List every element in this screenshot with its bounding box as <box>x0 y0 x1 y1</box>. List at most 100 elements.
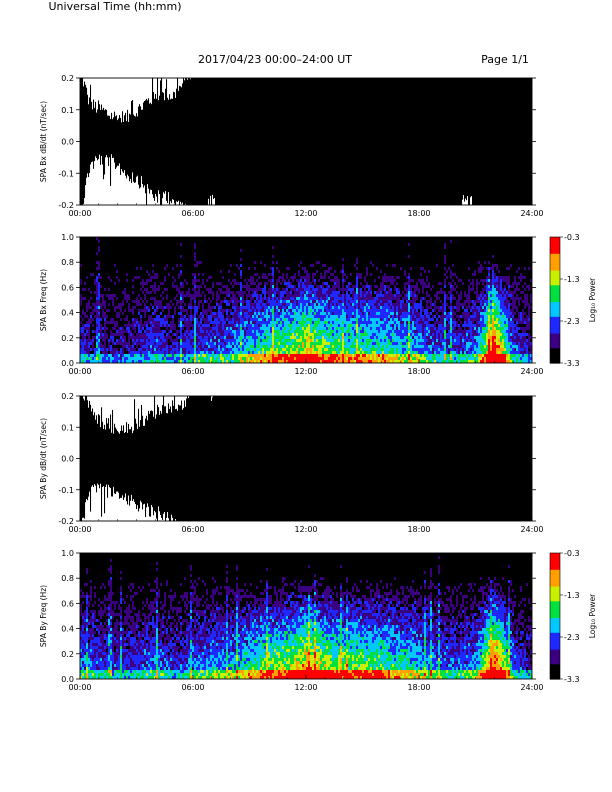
spectrogram-cell <box>264 351 266 354</box>
spectrogram-cell <box>414 351 416 354</box>
spectrogram-cell <box>274 339 276 342</box>
spectrogram-cell <box>306 327 308 330</box>
spectrogram-cell <box>266 306 268 309</box>
spectrogram-cell <box>440 288 442 291</box>
spectrogram-cell <box>208 318 210 321</box>
signal-column <box>382 78 384 205</box>
spectrogram-cell <box>406 279 408 282</box>
spectrogram-cell <box>444 291 446 294</box>
spectrogram-cell <box>364 336 366 339</box>
spectrogram-cell <box>322 345 324 348</box>
spectrogram-cell <box>170 360 172 363</box>
spectrogram-cell <box>100 342 102 345</box>
spectrogram-cell <box>378 333 380 336</box>
spectrogram-cell <box>292 357 294 360</box>
spectrogram-cell <box>362 294 364 297</box>
spectrogram-cell <box>200 333 202 336</box>
signal-column <box>241 78 243 205</box>
spectrogram-cell <box>384 336 386 339</box>
spectrogram-cell <box>264 273 266 276</box>
spectrogram-cell <box>192 342 194 345</box>
spectrogram-cell <box>156 321 158 324</box>
spectrogram-cell <box>308 336 310 339</box>
spectrogram-cell <box>416 348 418 351</box>
signal-column <box>463 78 465 196</box>
spectrogram-cell <box>416 339 418 342</box>
spectrogram-cell <box>316 342 318 345</box>
spectrogram-cell <box>202 321 204 324</box>
spectrogram-cell <box>348 345 350 348</box>
spectrogram-cell <box>202 333 204 336</box>
spectrogram-cell <box>438 348 440 351</box>
signal-column <box>158 100 160 191</box>
spectrogram-cell <box>436 312 438 315</box>
spectrogram-cell <box>384 351 386 354</box>
spectrogram-cell <box>410 330 412 333</box>
spectrogram-cell <box>278 276 280 279</box>
spectrogram-cell <box>314 324 316 327</box>
spectrogram-cell <box>228 348 230 351</box>
spectrogram-cell <box>398 336 400 339</box>
signal-column <box>494 78 496 205</box>
spectrogram-cell <box>262 354 264 357</box>
spectrogram-cell <box>344 351 346 354</box>
spectrogram-cell <box>216 357 218 360</box>
spectrogram-cell <box>280 345 282 348</box>
spectrogram-cell <box>182 324 184 327</box>
spectrogram-cell <box>98 318 100 321</box>
spectrogram-cell <box>430 300 432 303</box>
spectrogram-cell <box>272 306 274 309</box>
spectrogram-cell <box>376 354 378 357</box>
spectrogram-cell <box>204 336 206 339</box>
spectrogram-cell <box>148 318 150 321</box>
spectrogram-cell <box>350 279 352 282</box>
spectrogram-cell <box>218 354 220 357</box>
spectrogram-cell <box>386 342 388 345</box>
spectrogram-cell <box>220 339 222 342</box>
spectrogram-cell <box>406 324 408 327</box>
spectrogram-cell <box>290 312 292 315</box>
spectrogram-cell <box>288 348 290 351</box>
spectrogram-cell <box>340 351 342 354</box>
spectrogram-cell <box>90 321 92 324</box>
spectrogram-cell <box>126 297 128 300</box>
spectrogram-cell <box>362 345 364 348</box>
spectrogram-cell <box>360 300 362 303</box>
spectrogram-cell <box>168 315 170 318</box>
spectrogram-cell <box>256 357 258 360</box>
spectrogram-cell <box>236 321 238 324</box>
signal-column <box>392 78 394 205</box>
spectrogram-cell <box>236 303 238 306</box>
spectrogram-cell <box>150 279 152 282</box>
spectrogram-cell <box>428 312 430 315</box>
signal-column <box>205 78 207 205</box>
spectrogram-cell <box>324 312 326 315</box>
spectrogram-cell <box>272 321 274 324</box>
spectrogram-cell <box>326 315 328 318</box>
spectrogram-cell <box>332 312 334 315</box>
spectrogram-cell <box>88 321 90 324</box>
spectrogram-cell <box>358 348 360 351</box>
spectrogram-cell <box>378 345 380 348</box>
spectrogram-cell <box>220 282 222 285</box>
spectrogram-cell <box>280 315 282 318</box>
spectrogram-cell <box>188 357 190 360</box>
signal-column <box>415 78 417 205</box>
signal-column <box>144 101 146 186</box>
spectrogram-cell <box>424 270 426 273</box>
spectrogram-cell <box>198 333 200 336</box>
signal-column <box>419 78 421 205</box>
spectrogram-cell <box>160 312 162 315</box>
spectrogram-cell <box>102 354 104 357</box>
spectrogram-cell <box>406 312 408 315</box>
spectrogram-cell <box>328 336 330 339</box>
spectrogram-cell <box>188 348 190 351</box>
spectrogram-cell <box>372 306 374 309</box>
spectrogram-cell <box>152 270 154 273</box>
signal-column <box>423 78 425 205</box>
spectrogram-cell <box>128 336 130 339</box>
spectrogram-cell <box>322 354 324 357</box>
spectrogram-cell <box>404 330 406 333</box>
spectrogram-cell <box>126 273 128 276</box>
spectrogram-cell <box>208 297 210 300</box>
